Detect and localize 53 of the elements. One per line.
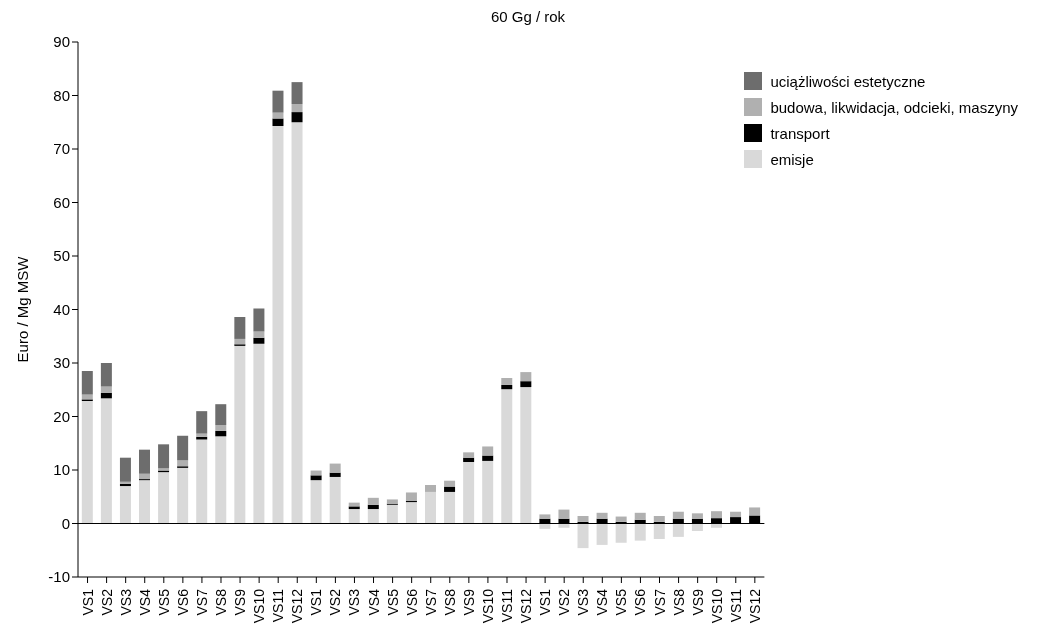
x-tick-label: VS2 [98,588,115,616]
x-tick-label: VS5 [155,588,172,616]
y-tick-label: 20 [53,407,70,425]
y-tick-label: 10 [53,461,70,479]
x-tick-label: VS7 [422,588,439,616]
x-tick-label: VS1 [537,588,554,616]
x-tick-label: VS7 [651,588,668,616]
x-tick-label: VS11 [727,588,744,623]
x-tick-label: VS11 [498,588,515,623]
x-tick-label: VS7 [193,588,210,616]
x-tick-label: VS4 [594,588,611,616]
x-tick-label: VS3 [346,588,363,616]
legend-label: budowa, likwidacja, odcieki, maszyny [770,98,1018,116]
x-tick-label: VS12 [746,588,763,624]
x-tick-label: VS6 [403,588,420,616]
x-tick-label: VS1 [308,588,325,616]
x-tick-label: VS6 [174,588,191,616]
y-tick-label: 0 [61,514,70,532]
x-tick-label: VS6 [632,588,649,616]
x-tick-label: VS9 [232,588,249,616]
x-tick-label: VS2 [327,588,344,616]
y-tick-label: 60 [53,193,70,211]
x-tick-label: VS10 [251,588,268,624]
y-tick-label: 50 [53,247,70,265]
x-tick-label: VS3 [117,588,134,616]
legend-label: transport [770,124,830,142]
x-tick-label: VS5 [613,588,630,616]
x-tick-label: VS12 [289,588,306,624]
y-tick-label: 30 [53,354,70,372]
x-tick-label: VS1 [79,588,96,616]
x-tick-label: VS3 [575,588,592,616]
x-tick-label: VS8 [441,588,458,616]
y-tick-label: 70 [53,140,70,158]
x-tick-label: VS4 [365,588,382,616]
x-tick-label: VS11 [270,588,287,623]
x-tick-label: VS12 [518,588,535,624]
x-tick-label: VS9 [460,588,477,616]
y-tick-label: 90 [53,33,70,51]
y-axis-title: Euro / Mg MSW [14,255,32,363]
x-tick-label: VS5 [384,588,401,616]
legend-label: emisje [770,150,814,168]
x-tick-label: VS9 [689,588,706,616]
y-tick-label: 80 [53,86,70,104]
x-tick-label: VS2 [556,588,573,616]
chart-title: 60 Gg / rok [489,8,567,27]
legend-label: uciążliwości estetyczne [770,72,926,90]
y-tick-label: 40 [53,300,70,318]
y-tick-label: -10 [48,568,70,586]
x-tick-label: VS10 [708,588,725,624]
x-tick-label: VS10 [479,588,496,624]
x-tick-label: VS8 [670,588,687,616]
x-tick-label: VS8 [212,588,229,616]
x-tick-label: VS4 [136,588,153,616]
